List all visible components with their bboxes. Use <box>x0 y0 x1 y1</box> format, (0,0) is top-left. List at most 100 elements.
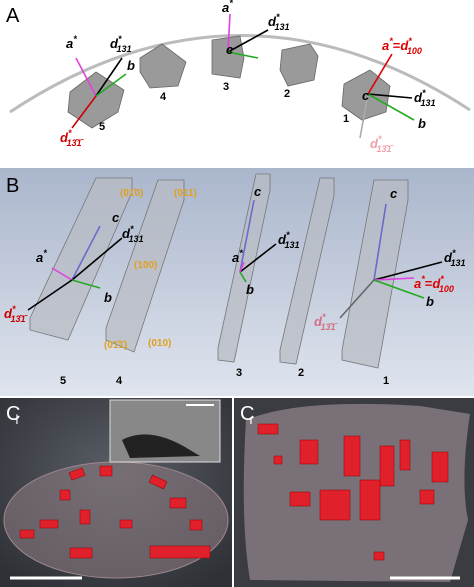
label-part: l <box>15 412 18 427</box>
label-part: 13̄1̄ <box>320 322 338 332</box>
label-part: d <box>60 130 69 145</box>
label-part: * <box>421 274 425 284</box>
number: 5 <box>99 121 105 133</box>
label-part: c <box>390 186 398 201</box>
label-part: c <box>362 88 370 103</box>
vector-label: c <box>390 186 398 201</box>
label-part: * <box>12 304 16 314</box>
vector-label: c <box>112 210 120 225</box>
label-part: c <box>254 184 262 199</box>
vector-label: c <box>254 184 262 199</box>
vector-label: d* 131 <box>268 12 290 32</box>
label-part: = <box>425 276 433 291</box>
label-part: * <box>408 36 412 46</box>
vectors-b <box>27 199 443 319</box>
faces: (01̄0) (011) (100) (01̄1̄) (010) <box>104 188 197 351</box>
vector-label: Cr <box>240 403 254 427</box>
label-part: b <box>418 116 426 131</box>
number: 4 <box>160 91 167 103</box>
label-part: d <box>432 276 441 291</box>
label-part: 13̄1̄ <box>376 144 394 154</box>
label-part: * <box>378 134 382 144</box>
label-part: * <box>43 248 47 258</box>
vector-label: d* 131 <box>444 248 466 268</box>
label-part: * <box>322 312 326 322</box>
label-part: b <box>104 290 112 305</box>
number: 1 <box>383 375 389 387</box>
label-part: C <box>240 403 254 425</box>
panel-a <box>0 0 474 166</box>
vector-labels-a: a* d* 131 b d* 13̄1̄ a* d* 131 c a*=d* 100 c… <box>60 0 436 154</box>
label-part: 100 <box>407 46 422 56</box>
label-part: a <box>36 250 43 265</box>
label-part: a <box>66 36 73 51</box>
vector-label: d* 131 <box>414 88 436 108</box>
label-part: * <box>130 224 134 234</box>
vector-label: d* 13̄1̄ <box>370 134 394 154</box>
vector-label: a* <box>36 248 47 265</box>
vector-label: d* 13̄1̄ <box>60 128 84 148</box>
vector-label: b <box>246 282 254 297</box>
vector-labels-b: c d* 131 a* b d* 13̄1̄ c d* 131 a* b c d* 13… <box>4 184 466 332</box>
vector-label: d* 13̄1̄ <box>4 304 28 324</box>
vector-label: c <box>226 42 234 57</box>
label-part: b <box>246 282 254 297</box>
label-part: 131 <box>116 44 131 54</box>
label-part: d <box>370 136 379 151</box>
vector-label: b <box>418 116 426 131</box>
label-part: d <box>4 306 13 321</box>
label-part: b <box>426 294 434 309</box>
label-part: d <box>122 226 131 241</box>
vector-label: Cl <box>6 403 20 427</box>
vector-label: d* 131 <box>122 224 144 244</box>
label-part: d <box>400 38 409 53</box>
face-label: (010) <box>148 338 171 349</box>
label-part: * <box>239 248 243 258</box>
label-part: 131 <box>420 98 435 108</box>
label-part: * <box>229 0 233 8</box>
label-part: d <box>414 90 423 105</box>
label-part: 131 <box>128 234 143 244</box>
label-part: a <box>414 276 421 291</box>
number: 3 <box>223 81 229 93</box>
label-part: c <box>226 42 234 57</box>
vector-label: d* 131 <box>278 230 300 250</box>
label-part: 100 <box>439 284 454 294</box>
vector-label: a*=d* 100 <box>414 274 454 294</box>
label-part: d <box>110 36 119 51</box>
label-part: * <box>73 34 77 44</box>
vector-label: a* <box>232 248 243 265</box>
label-part: 131 <box>450 258 465 268</box>
label-part: a <box>382 38 389 53</box>
number: 5 <box>60 375 66 387</box>
inset-feature <box>122 434 200 458</box>
label-part: = <box>393 38 401 53</box>
vector-label: a* <box>66 34 77 51</box>
label-part: 13̄1̄ <box>66 138 84 148</box>
label-part: d <box>278 232 287 247</box>
label-part: * <box>276 12 280 22</box>
slab-numbers: 5 4 3 2 1 <box>60 367 389 387</box>
label-part: * <box>389 36 393 46</box>
label-part: * <box>286 230 290 240</box>
label-part: * <box>440 274 444 284</box>
face-label: (01̄0) <box>120 188 143 199</box>
label-part: * <box>452 248 456 258</box>
label-part: * <box>68 128 72 138</box>
label-part: c <box>112 210 120 225</box>
label-part: 13̄1̄ <box>10 314 28 324</box>
label-part: r <box>249 412 254 427</box>
vector-label: d* 13̄1̄ <box>314 312 338 332</box>
label-part: C <box>6 403 20 425</box>
label-part: 131 <box>284 240 299 250</box>
panel-label: B <box>6 175 19 197</box>
label-part: a <box>232 250 239 265</box>
vector-label: d* 131 <box>110 34 132 54</box>
label-part: * <box>422 88 426 98</box>
face-label: (01̄1̄) <box>104 340 127 351</box>
vector-label: a* <box>222 0 233 15</box>
vector-label: b <box>104 290 112 305</box>
number: 4 <box>116 375 123 387</box>
label-part: 131 <box>274 22 289 32</box>
